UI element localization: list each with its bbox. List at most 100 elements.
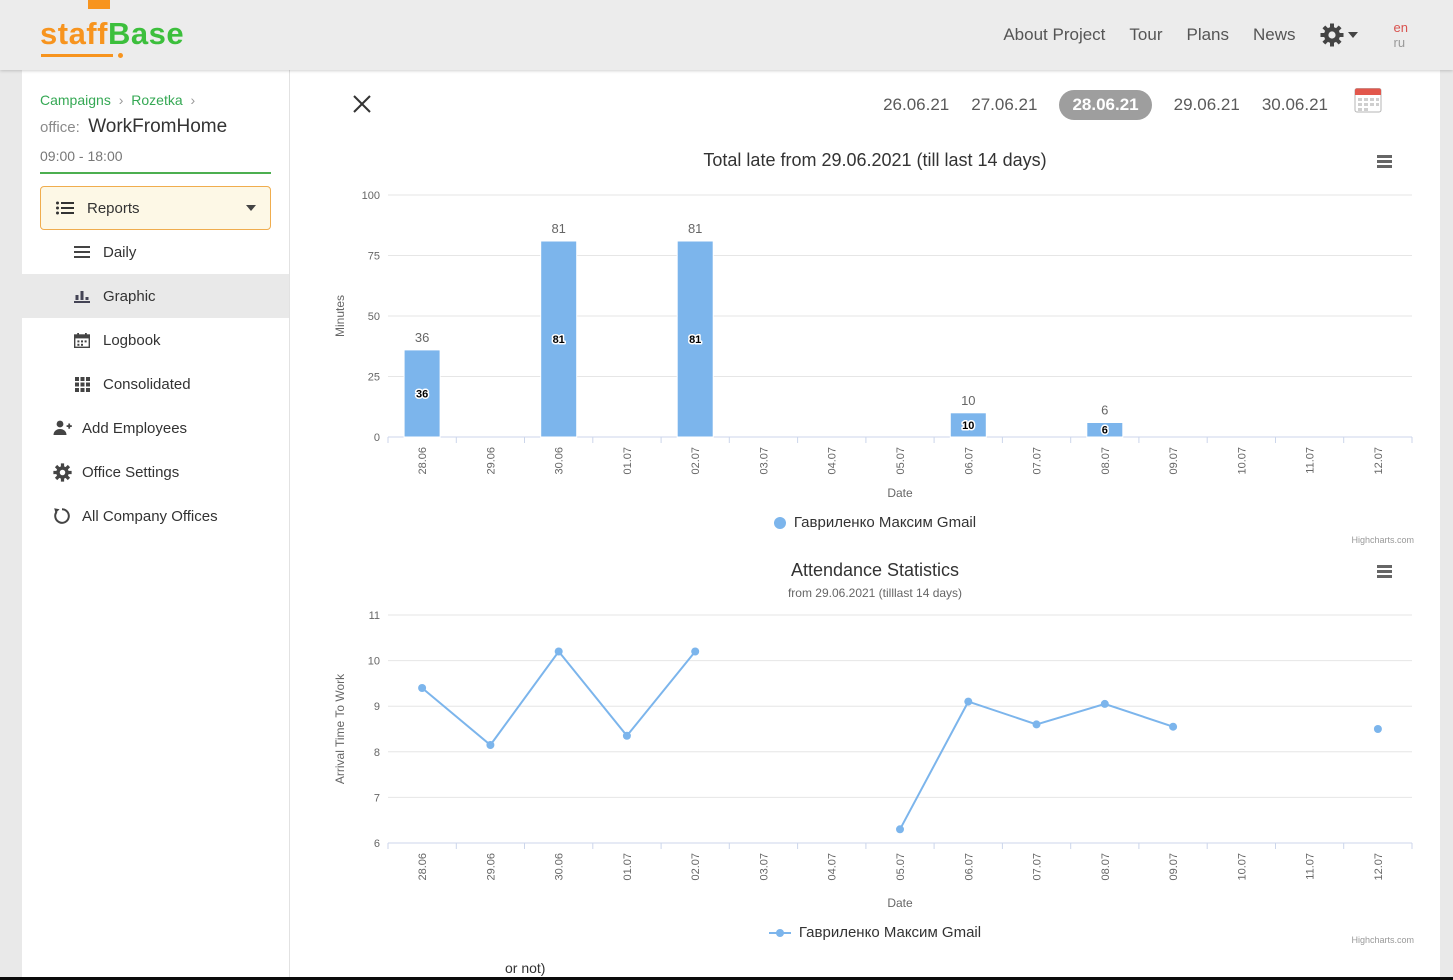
svg-text:10.07: 10.07 [1236,853,1248,881]
svg-text:6: 6 [1102,425,1108,437]
calendar-icon [72,332,92,348]
line-chart-plot: 6 7 8 9 10 11 28.06 29.06 30.06 01.07 02.07 03.07 04… [333,610,1413,910]
gear-icon [1320,23,1344,47]
svg-text:09.07: 09.07 [1168,853,1180,881]
svg-text:01.07: 01.07 [622,853,634,881]
person-plus-icon [52,419,72,437]
svg-text:0: 0 [374,432,380,444]
svg-text:07.07: 07.07 [1032,447,1044,475]
svg-text:50: 50 [368,311,380,323]
sidebar-item-label: Logbook [103,331,161,349]
highcharts-credit[interactable]: Highcharts.com [1351,535,1414,545]
sidebar-item-logbook[interactable]: Logbook [22,318,289,362]
svg-text:30.06: 30.06 [554,447,566,475]
svg-text:03.07: 03.07 [759,853,771,881]
svg-text:09.07: 09.07 [1168,447,1180,475]
hamburger-icon [72,246,92,258]
svg-text:10: 10 [962,420,974,432]
nav-plans[interactable]: Plans [1186,25,1230,44]
svg-text:Date: Date [887,486,913,500]
svg-text:100: 100 [362,190,380,202]
date-tab-selected[interactable]: 28.06.21 [1059,90,1152,120]
highcharts-credit[interactable]: Highcharts.com [1351,935,1414,945]
svg-text:05.07: 05.07 [895,853,907,881]
lang-ru[interactable]: ru [1393,35,1406,50]
svg-text:05.07: 05.07 [895,447,907,475]
sidebar-item-label: All Company Offices [82,507,218,525]
settings-menu-button[interactable] [1320,23,1358,47]
breadcrumb-campaigns[interactable]: Campaigns [40,92,111,108]
svg-text:25: 25 [368,372,380,384]
sidebar-item-add-employees[interactable]: Add Employees [22,406,289,450]
legend-label: Гавриленко Максим Gmail [798,924,982,941]
chart-context-menu-icon[interactable] [1377,565,1392,580]
sidebar-item-office-settings[interactable]: Office Settings [22,450,289,494]
svg-text:75: 75 [368,251,380,263]
nav-tour[interactable]: Tour [1129,25,1163,44]
date-tab[interactable]: 26.06.21 [883,95,950,114]
svg-text:28.06: 28.06 [417,447,429,475]
close-icon[interactable] [352,94,372,119]
date-tab[interactable]: 29.06.21 [1173,95,1240,114]
sidebar-item-graphic[interactable]: Graphic [22,274,289,318]
svg-text:02.07: 02.07 [690,853,702,881]
legend-label: Гавриленко Максим Gmail [793,514,977,531]
chart-title: Attendance Statistics [790,560,960,580]
svg-text:81: 81 [551,221,565,236]
svg-text:30.06: 30.06 [554,853,566,881]
sidebar-item-label: Daily [103,243,137,261]
sidebar-item-consolidated[interactable]: Consolidated [22,362,289,406]
chart-context-menu-icon[interactable] [1377,155,1392,170]
breadcrumb-rozetka[interactable]: Rozetka [131,92,183,108]
svg-text:10.07: 10.07 [1236,447,1248,475]
bottom-bar [0,977,1453,980]
svg-text:7: 7 [374,792,380,804]
breadcrumb-separator: › [190,92,196,108]
logo-flag-icon [88,0,110,9]
logo-underline [41,54,113,57]
list-bullets-icon [55,201,75,215]
svg-text:02.07: 02.07 [690,447,702,475]
bar-chart-icon [72,289,92,303]
lang-en[interactable]: en [1393,20,1408,35]
date-tabs: 26.06.21 27.06.21 28.06.21 29.06.21 30.0… [883,90,1328,120]
svg-text:36: 36 [415,330,429,345]
reports-dropdown-label: Reports [87,199,140,217]
sidebar-item-label: Graphic [103,287,156,305]
chart-legend[interactable]: Гавриленко Максим Gmail [330,514,1420,531]
svg-text:29.06: 29.06 [485,853,497,881]
chart-title: Total late from 29.06.2021 (till last 14… [703,150,1047,170]
legend-marker-icon [773,516,786,529]
svg-text:81: 81 [689,334,701,346]
app-logo[interactable]: staffBase [40,16,185,58]
svg-text:03.07: 03.07 [759,447,771,475]
date-tab[interactable]: 30.06.21 [1261,95,1328,114]
svg-text:11: 11 [369,610,380,622]
header: staffBase About Project Tour Plans News … [0,0,1453,70]
svg-text:10: 10 [368,656,380,668]
svg-text:Arrival Time To Work: Arrival Time To Work [333,673,347,784]
sidebar-item-all-company-offices[interactable]: All Company Offices [22,494,289,538]
line-chart-attendance: Attendance Statistics from 29.06.2021 (t… [330,555,1420,947]
sidebar-item-daily[interactable]: Daily [22,230,289,274]
legend-marker-icon [768,928,791,937]
divider [40,172,271,174]
main-content: 26.06.21 27.06.21 28.06.21 29.06.21 30.0… [290,70,1440,977]
svg-text:12.07: 12.07 [1373,853,1385,881]
reports-dropdown[interactable]: Reports [40,186,271,230]
svg-text:07.07: 07.07 [1032,853,1044,881]
office-title: office: WorkFromHome [40,116,289,138]
date-tab[interactable]: 27.06.21 [971,95,1038,114]
bar-chart-plot: 0 25 50 75 100 28.06 29.06 30.06 01.07 02.07 03.07… [333,190,1413,500]
chevron-down-icon [246,205,256,211]
page-card: Campaigns › Rozetka › office: WorkFromHo… [22,70,1440,977]
chart-legend[interactable]: Гавриленко Максим Gmail [330,924,1420,941]
svg-text:08.07: 08.07 [1100,853,1112,881]
header-nav: About Project Tour Plans News en ru [1003,0,1408,70]
svg-text:6: 6 [1101,403,1108,418]
nav-news[interactable]: News [1253,25,1296,44]
sidebar: Campaigns › Rozetka › office: WorkFromHo… [22,70,290,977]
nav-about-project[interactable]: About Project [1003,25,1106,44]
logo-part-base: Base [107,16,185,51]
calendar-picker-icon[interactable] [1354,86,1382,118]
